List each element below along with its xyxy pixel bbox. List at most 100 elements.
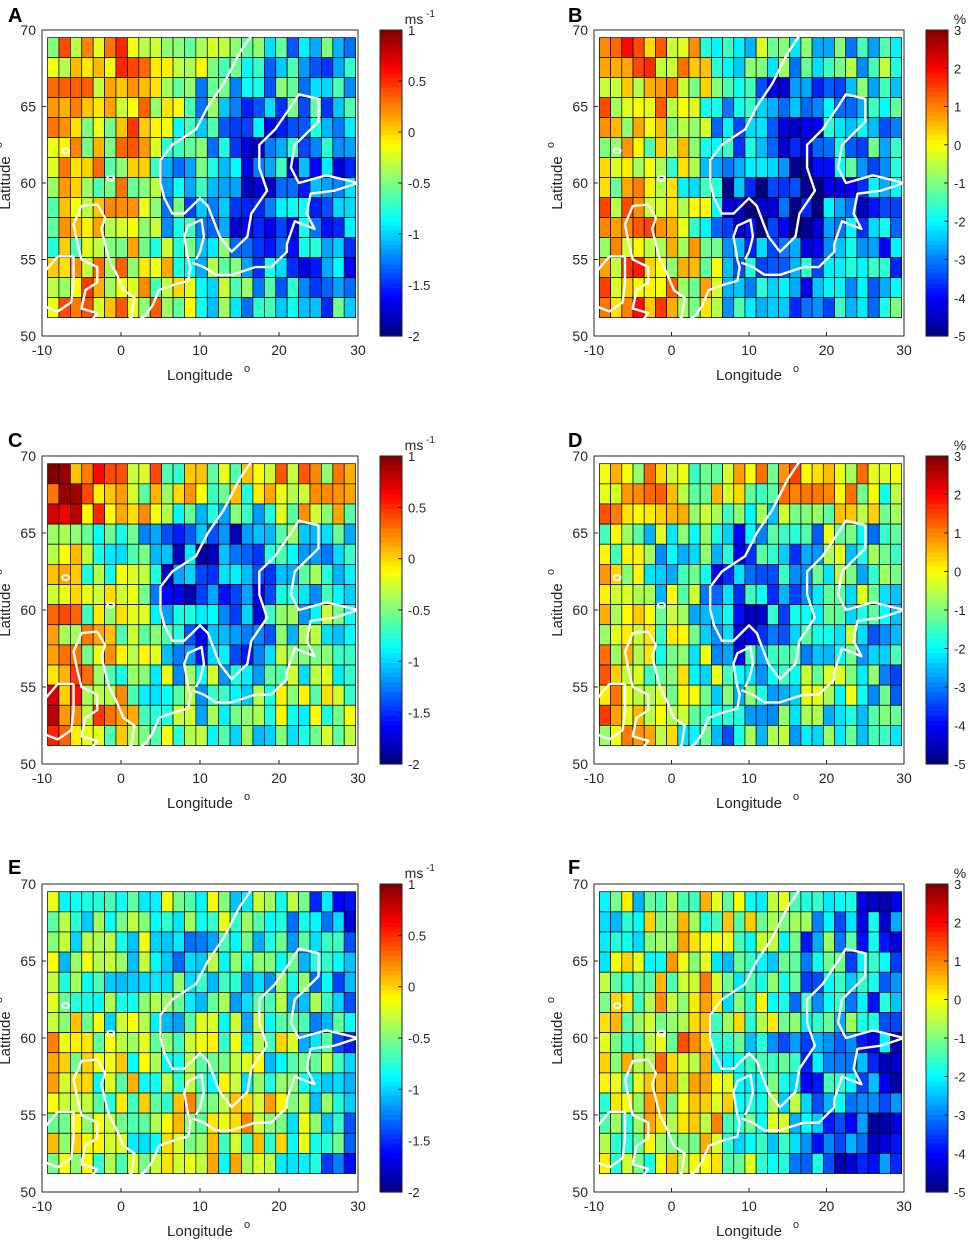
colorbar-segment xyxy=(380,1187,402,1193)
colorbar-segment xyxy=(926,508,948,515)
heatmap-cell xyxy=(275,1032,288,1054)
heatmap-cell xyxy=(744,157,757,178)
heatmap-cell xyxy=(733,1032,746,1054)
heatmap-cell xyxy=(161,217,174,238)
heatmap-cell xyxy=(610,1032,623,1054)
colorbar-segment xyxy=(380,475,402,481)
heatmap-cell xyxy=(811,1132,824,1154)
heatmap-cell xyxy=(81,177,94,198)
heatmap-cell xyxy=(744,177,757,198)
heatmap-cell xyxy=(195,297,208,318)
heatmap-cell xyxy=(81,117,94,139)
heatmap-cell xyxy=(856,57,869,79)
colorbar-segment xyxy=(926,1167,948,1174)
heatmap-cell xyxy=(722,543,735,565)
heatmap-cell xyxy=(343,463,356,485)
heatmap-cell xyxy=(81,1072,94,1094)
heatmap-cell xyxy=(766,177,779,198)
heatmap-cell xyxy=(127,543,140,565)
colorbar-segment xyxy=(380,1090,402,1097)
heatmap-cell xyxy=(343,1153,356,1174)
colorbar-segment xyxy=(926,1009,948,1015)
colorbar: 10.50-0.5-1-1.5-2ms -1 xyxy=(379,435,435,772)
heatmap-cell xyxy=(252,297,265,318)
heatmap-cell xyxy=(298,463,311,485)
heatmap-cell xyxy=(655,584,667,605)
colorbar-segment xyxy=(926,1115,948,1121)
heatmap-cell xyxy=(343,971,356,993)
colorbar-segment xyxy=(380,302,402,308)
colorbar-segment xyxy=(926,1119,948,1126)
heatmap-cell xyxy=(677,217,690,238)
heatmap-cell xyxy=(161,117,174,139)
heatmap-cell xyxy=(766,584,779,605)
colorbar-segment xyxy=(926,927,948,933)
heatmap-cell xyxy=(252,644,265,666)
heatmap-cell xyxy=(643,911,656,933)
heatmap-cell xyxy=(321,217,334,238)
heatmap-cell xyxy=(332,277,345,298)
heatmap-cell xyxy=(161,543,174,565)
heatmap-cell xyxy=(890,1132,903,1154)
heatmap-cell xyxy=(127,991,140,1013)
heatmap-cell xyxy=(677,584,690,605)
heatmap-cell xyxy=(252,951,265,973)
heatmap-cell xyxy=(890,117,903,139)
heatmap-cell xyxy=(811,57,824,79)
heatmap-cell xyxy=(149,563,162,585)
colorbar-segment xyxy=(380,316,402,323)
heatmap-cell xyxy=(890,911,903,933)
heatmap-cell xyxy=(599,197,611,218)
heatmap-cell xyxy=(115,217,128,238)
heatmap-cell xyxy=(878,971,891,993)
heatmap-cell xyxy=(104,1132,117,1154)
heatmap-cell xyxy=(688,624,701,646)
coastlines xyxy=(592,455,905,773)
heatmap-cell xyxy=(172,604,185,626)
heatmap-cell xyxy=(643,1092,656,1114)
heatmap-cell xyxy=(92,664,105,686)
heatmap-cell xyxy=(610,664,623,686)
colorbar-segment xyxy=(380,326,402,332)
heatmap-cell xyxy=(856,1153,869,1174)
colorbar-segment xyxy=(380,235,402,241)
heatmap-cell xyxy=(286,463,299,485)
heatmap-cell xyxy=(789,1032,802,1054)
x-axis-label-sup: o xyxy=(244,1219,250,1231)
heatmap-cell xyxy=(822,1032,835,1054)
colorbar-segment xyxy=(926,163,948,170)
heatmap-cell xyxy=(321,624,334,646)
heatmap-cell xyxy=(778,297,791,318)
heatmap-cell xyxy=(184,57,197,79)
heatmap-cell xyxy=(218,1072,231,1094)
heatmap-cell xyxy=(778,503,791,525)
heatmap-cell xyxy=(275,563,288,585)
heatmap-cell xyxy=(878,57,891,79)
heatmap-cell xyxy=(92,277,105,298)
heatmap-cell xyxy=(81,483,94,505)
colorbar-tick-label: -0.5 xyxy=(408,603,430,618)
heatmap-cell xyxy=(47,277,60,298)
heatmap-cell xyxy=(195,37,208,59)
heatmap-cell xyxy=(890,684,903,706)
heatmap-cell xyxy=(666,37,679,59)
heatmap-cell xyxy=(138,1072,151,1094)
colorbar-segment xyxy=(380,159,402,165)
heatmap-cell xyxy=(138,463,151,485)
heatmap-cell xyxy=(241,911,254,933)
heatmap-cell xyxy=(47,237,60,258)
heatmap-cell xyxy=(298,297,311,318)
coastline xyxy=(40,1110,75,1169)
heatmap-cell xyxy=(127,604,140,626)
heatmap-cell xyxy=(138,971,151,993)
heatmap-cell xyxy=(92,97,105,119)
heatmap-cell xyxy=(621,503,634,525)
heatmap-cell xyxy=(677,543,690,565)
heatmap-cell xyxy=(867,563,880,585)
heatmap-cell xyxy=(343,931,356,953)
heatmap-cell xyxy=(332,991,345,1013)
heatmap-cell xyxy=(778,971,791,993)
heatmap-cell xyxy=(610,157,623,178)
heatmap-cell xyxy=(275,1072,288,1094)
heatmap-cell xyxy=(834,1153,847,1174)
